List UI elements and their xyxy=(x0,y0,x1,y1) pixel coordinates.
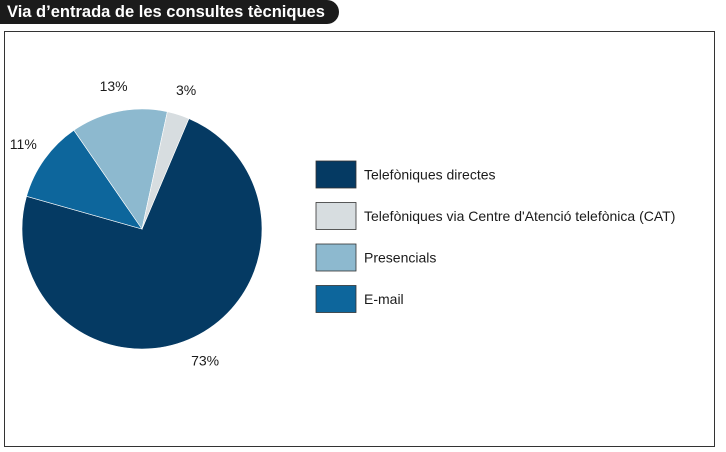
chart-title: Via d’entrada de les consultes tècniques xyxy=(0,0,339,24)
legend-label: Presencials xyxy=(364,250,436,266)
legend-label: Telefòniques via Centre d'Atenció telefò… xyxy=(364,208,675,224)
slice-label: 73% xyxy=(191,353,219,369)
pie-slice xyxy=(141,111,190,230)
chart-frame xyxy=(4,31,715,447)
legend-swatch xyxy=(315,202,357,230)
legend-swatch xyxy=(315,160,357,189)
pie-slice xyxy=(26,129,143,230)
legend-label: E-mail xyxy=(364,291,404,307)
pie-slice xyxy=(21,118,263,350)
slice-label: 11% xyxy=(10,136,37,152)
slice-label: 13% xyxy=(100,78,128,94)
pie-slice xyxy=(73,108,168,230)
legend-swatch xyxy=(315,243,357,272)
slice-label: 3% xyxy=(176,82,196,98)
legend-swatch xyxy=(315,285,357,313)
legend-label: Telefòniques directes xyxy=(364,167,496,183)
